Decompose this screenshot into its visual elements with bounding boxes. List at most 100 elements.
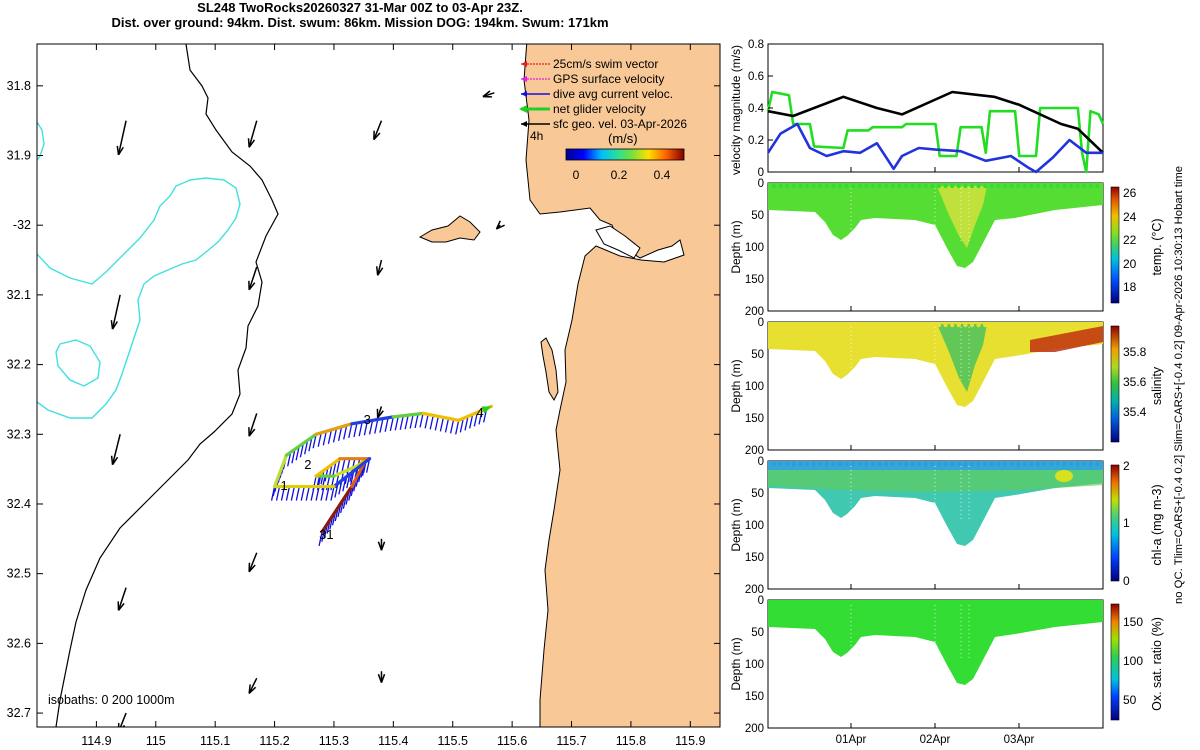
surface-sample-dot [844, 461, 849, 467]
surface-sample-dot [897, 322, 902, 328]
dive-current-vector [299, 443, 305, 458]
surface-sample-dot [936, 183, 942, 189]
surface-sample-dot [798, 322, 803, 328]
surface-sample-dot [844, 322, 849, 328]
map-ytick-label: 32.3 [7, 427, 31, 441]
surface-sample-dot [950, 183, 955, 189]
surface-sample-dot [824, 461, 829, 467]
surface-sample-dot [1075, 600, 1080, 606]
sal-ytick-3: 150 [745, 413, 764, 425]
geo-velocity-arrowhead [495, 220, 505, 230]
ox-cbar-tick-1: 100 [1123, 654, 1143, 668]
map-ytick-label: 31.8 [7, 79, 31, 93]
chl-cbar-tick-0: 0 [1123, 574, 1130, 588]
surface-sample-dot [1042, 183, 1047, 189]
dive-current-vector [280, 486, 286, 501]
dive-current-vector [434, 416, 439, 431]
dive-current-vector [291, 449, 296, 464]
surface-sample-dot [1029, 600, 1034, 606]
surface-sample-dot [930, 322, 935, 328]
cbar-tick-1: 0.2 [611, 168, 628, 182]
surface-sample-dot [798, 600, 803, 606]
surface-sample-dot [864, 461, 869, 467]
vel-ytick-3: 0.6 [748, 71, 764, 83]
legend-label-gps: GPS surface velocity [553, 72, 664, 86]
surface-sample-dot [785, 600, 790, 606]
ox-ytick-1: 50 [751, 627, 764, 639]
velocity-series-net-glider-velocity-magnitude [767, 90, 1104, 154]
dive-current-vector [295, 446, 300, 461]
surface-sample-dot [1049, 600, 1054, 606]
surface-sample-dot [837, 322, 843, 328]
surface-sample-dot [857, 183, 862, 189]
map-data-layer: 1 2 3 4 31 [110, 90, 505, 727]
surface-sample-dot [884, 183, 889, 189]
track-day-label: 31 [319, 527, 333, 542]
map-ytick-label: 32.1 [7, 288, 31, 302]
surface-sample-dot [824, 600, 829, 606]
geo-velocity-arrowhead [117, 723, 126, 727]
geo-velocity-arrowhead [375, 266, 384, 276]
surface-sample-dot [1035, 461, 1041, 467]
surface-sample-dot [1035, 322, 1041, 328]
temperature-field [768, 183, 1103, 268]
time-tick-02apr: 02Apr [920, 734, 951, 746]
dive-current-vector [318, 531, 323, 546]
track-day-label: 4 [476, 405, 483, 420]
surface-sample-dot [1009, 600, 1014, 606]
surface-sample-dot [1075, 322, 1080, 328]
surface-sample-dot [976, 461, 981, 467]
surface-sample-dot [903, 461, 909, 467]
geo-velocity-arrow [248, 677, 258, 694]
surface-sample-dot [1002, 600, 1008, 606]
surface-sample-dot [1029, 322, 1034, 328]
geo-velocity-arrow [248, 120, 258, 148]
surface-sample-dot [969, 461, 975, 467]
surface-sample-dot [1002, 322, 1008, 328]
dive-current-vector [332, 428, 338, 443]
geo-velocity-arrow [111, 294, 121, 330]
surface-sample-dot [1068, 183, 1074, 189]
isobath-label: isobaths: 0 200 1000m [48, 693, 174, 707]
surface-sample-dot [923, 183, 928, 189]
surface-sample-dot [1035, 183, 1041, 189]
glider-track-segment [320, 484, 354, 534]
surface-sample-dot [1088, 461, 1093, 467]
surface-sample-dot [936, 322, 942, 328]
chlorophyll-mid-layer [768, 470, 1103, 492]
surface-sample-dot [778, 600, 783, 606]
speed-colorbar [565, 148, 685, 161]
geo-velocity-arrow [248, 266, 258, 291]
map-ytick-label: 32.6 [7, 636, 31, 650]
map-xtick-label: 115.1 [200, 734, 230, 748]
map-xtick-label: 115.7 [556, 734, 586, 748]
surface-sample-dot [903, 322, 909, 328]
dive-current-vector [368, 420, 374, 435]
time-tick-01apr: 01Apr [836, 734, 867, 746]
dive-current-vector [300, 486, 305, 501]
surface-sample-dot [1062, 461, 1067, 467]
geo-velocity-arrowhead [373, 130, 381, 141]
surface-sample-dot [791, 600, 796, 606]
surface-sample-dot [884, 322, 889, 328]
surface-sample-dot [1022, 461, 1027, 467]
dive-current-vector [449, 419, 455, 434]
temperature-surface-dots [771, 183, 1100, 311]
surface-sample-dot [791, 461, 796, 467]
map-ytick-label: 32.2 [7, 358, 31, 372]
surface-sample-dot [798, 461, 803, 467]
surface-sample-dot [1088, 183, 1093, 189]
track-day-label: 1 [281, 478, 288, 493]
surface-sample-dot [983, 600, 988, 606]
surface-sample-dot [804, 461, 810, 467]
salinity-field [768, 322, 1103, 407]
surface-sample-dot [969, 600, 975, 606]
surface-sample-dot [1062, 183, 1067, 189]
chl-ytick-0: 0 [758, 456, 764, 468]
map-ytick-label: -32 [13, 218, 31, 232]
map-xtick-label: 114.9 [81, 734, 111, 748]
dive-current-vector [315, 486, 320, 501]
dive-current-vector [343, 425, 348, 440]
surface-sample-dot [837, 183, 843, 189]
dive-current-vector [275, 486, 281, 501]
